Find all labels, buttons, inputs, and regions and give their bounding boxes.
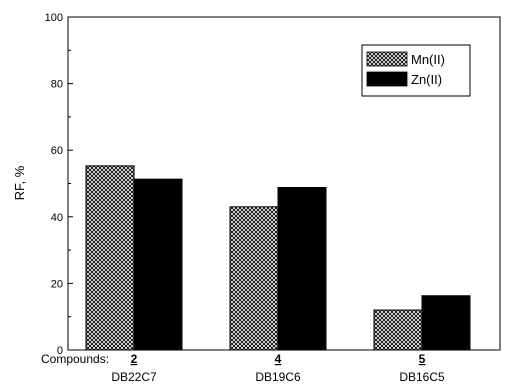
y-tick-label: 60 (51, 145, 63, 157)
y-tick-label: 100 (45, 12, 63, 24)
bar-mn-db19c6 (229, 206, 279, 351)
legend-swatch-zn (366, 71, 408, 87)
x-axis-labels: 2 DB22C7 4 DB19C6 5 DB16C5 (111, 345, 445, 384)
x-axis-prefix: Compounds: (41, 352, 109, 366)
y-axis-title: RF, % (12, 165, 27, 200)
bars-group (85, 165, 471, 351)
legend-label-zn: Zn(II) (411, 72, 442, 87)
y-tick-label: 80 (51, 79, 63, 91)
category-number: 5 (419, 352, 426, 366)
bar-zn-db22c7 (133, 178, 183, 351)
bar-zn-db19c6 (277, 186, 327, 351)
category-number: 2 (131, 352, 138, 366)
bar-zn-db16c5 (421, 295, 471, 351)
category-name: DB16C5 (399, 370, 445, 384)
legend: Mn(II) Zn(II) (361, 44, 471, 97)
y-tick-label: 0 (57, 345, 63, 357)
category-name: DB19C6 (255, 370, 301, 384)
y-axis: 0 20 40 60 80 100 (45, 12, 73, 357)
category-name: DB22C7 (111, 370, 157, 384)
y-tick-label: 40 (51, 212, 63, 224)
bar-mn-db22c7 (85, 165, 135, 351)
legend-label-mn: Mn(II) (411, 52, 445, 67)
bar-mn-db16c5 (373, 309, 423, 351)
category-number: 4 (275, 352, 282, 366)
y-tick-label: 20 (51, 278, 63, 290)
legend-swatch-mn (366, 51, 408, 67)
